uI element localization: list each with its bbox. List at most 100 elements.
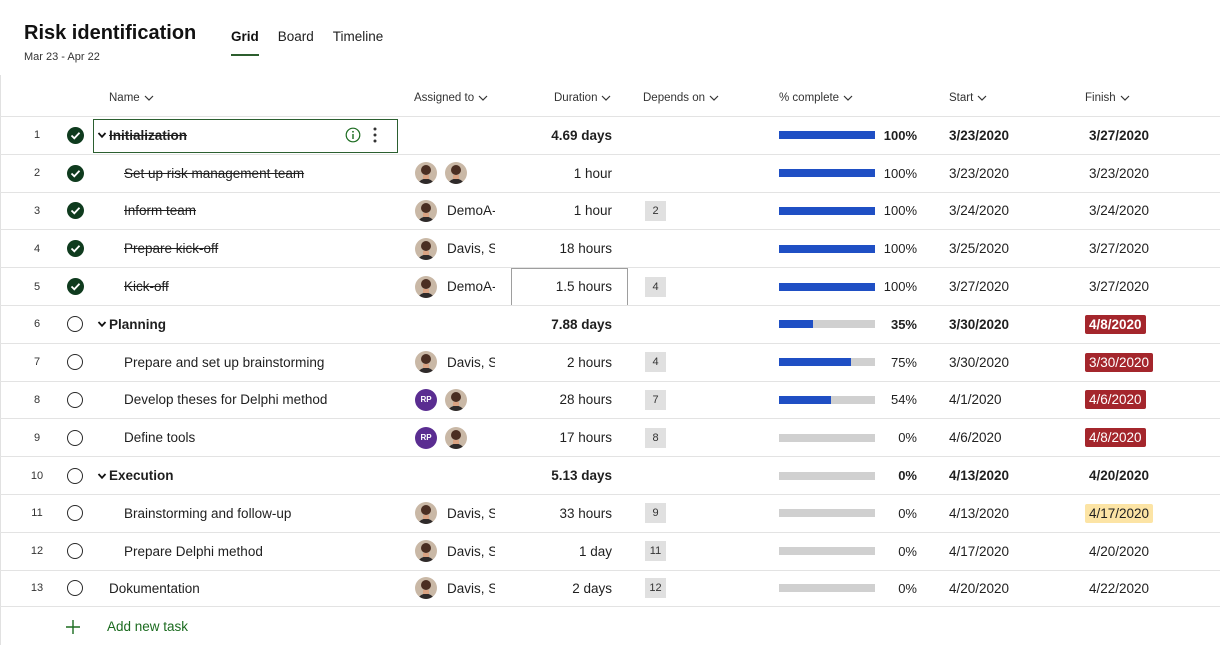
percent-complete[interactable]: 54% (779, 382, 919, 419)
complete-task-circle-icon[interactable] (67, 429, 83, 446)
task-name[interactable]: Prepare Delphi method (124, 533, 414, 570)
depends-on[interactable]: 9 (645, 495, 666, 532)
task-row[interactable]: 4 Prepare kick-off Davis, Sa 18 hours 100% 3/… (0, 229, 1220, 267)
duration[interactable]: 4.69 days (551, 127, 612, 143)
duration[interactable]: 28 hours (559, 392, 612, 408)
finish-date-cell[interactable]: 4/20/2020 (1085, 533, 1153, 570)
percent-complete[interactable]: 100% (779, 268, 919, 305)
task-name[interactable]: Develop theses for Delphi method (124, 382, 414, 419)
task-name[interactable]: Dokumentation (109, 571, 399, 607)
assignees[interactable] (415, 457, 510, 494)
depends-on[interactable]: 12 (645, 571, 666, 607)
collapse-chevron-icon[interactable] (97, 471, 107, 481)
task-row[interactable]: 2 Set up risk management team 1 hour 100% 3/… (0, 153, 1220, 192)
percent-complete[interactable]: 100% (779, 117, 919, 154)
assignees[interactable]: DemoA- (415, 268, 510, 305)
finish-date-cell[interactable]: 4/6/2020 (1085, 382, 1146, 419)
percent-complete[interactable]: 0% (779, 495, 919, 532)
task-row[interactable]: 8 Develop theses for Delphi method RP 28 ho… (0, 380, 1220, 419)
task-row[interactable]: 11 Brainstorming and follow-up Davis, Sa 33… (0, 493, 1220, 532)
percent-complete[interactable]: 100% (779, 155, 919, 192)
info-icon[interactable] (345, 127, 361, 143)
task-name[interactable]: Planning (97, 306, 387, 343)
finish-date-cell[interactable]: 4/17/2020 (1085, 495, 1154, 532)
complete-task-circle-icon[interactable] (67, 316, 83, 333)
percent-complete[interactable]: 100% (779, 230, 919, 267)
assignees[interactable] (415, 117, 510, 154)
start-date[interactable]: 3/30/2020 (949, 316, 1010, 332)
percent-complete[interactable]: 0% (779, 457, 919, 494)
task-name[interactable]: Prepare and set up brainstorming (124, 344, 414, 381)
assignees[interactable]: Davis, Sa (415, 495, 510, 532)
task-row[interactable]: 12 Prepare Delphi method Davis, Sa 1 day 11 0… (0, 531, 1220, 570)
duration[interactable]: 17 hours (559, 430, 612, 446)
percent-complete[interactable]: 0% (779, 571, 919, 607)
collapse-chevron-icon[interactable] (97, 319, 107, 329)
assignees[interactable]: Davis, Sa (415, 230, 510, 267)
start-date[interactable]: 4/17/2020 (949, 543, 1010, 559)
assignees[interactable] (415, 155, 510, 192)
start-date[interactable]: 3/25/2020 (949, 241, 1010, 257)
percent-complete[interactable]: 35% (779, 306, 919, 343)
complete-task-circle-icon[interactable] (67, 354, 83, 371)
finish-date-cell[interactable]: 3/27/2020 (1085, 117, 1153, 154)
duration-input[interactable] (511, 268, 628, 307)
assignees[interactable]: DemoA- (415, 193, 510, 230)
start-date[interactable]: 3/30/2020 (949, 354, 1010, 370)
start-date[interactable]: 4/20/2020 (949, 580, 1010, 596)
assignees[interactable]: Davis, Sa (415, 344, 510, 381)
finish-date-cell[interactable]: 4/8/2020 (1085, 306, 1146, 343)
assignees[interactable]: Davis, Sa (415, 571, 510, 607)
finish-date-cell[interactable]: 3/27/2020 (1085, 268, 1153, 305)
completed-checkmark-icon[interactable] (66, 240, 84, 258)
finish-date-cell[interactable]: 3/23/2020 (1085, 155, 1153, 192)
task-row[interactable]: 13 Dokumentation Davis, Sa 2 days 12 0% 4/20/2… (0, 569, 1220, 608)
task-name[interactable]: Execution (97, 457, 387, 494)
column-header-finish[interactable]: Finish (1085, 92, 1130, 104)
task-row[interactable]: 7 Prepare and set up brainstorming Davis, … (0, 342, 1220, 381)
tab-timeline[interactable]: Timeline (332, 29, 384, 44)
task-row[interactable]: 9 Define tools RP 17 hours 8 0% 4/6/2020 4/8/20… (0, 418, 1220, 456)
assignees[interactable]: RP (415, 382, 510, 419)
duration[interactable]: 2 hours (566, 354, 612, 370)
duration[interactable]: 1 hour (573, 165, 612, 181)
task-row[interactable]: 1 Initialization 4.69 days 100% 3/23/2020 3/2… (0, 116, 1220, 154)
assignees[interactable] (415, 306, 510, 343)
duration[interactable]: 1 hour (573, 203, 612, 219)
task-name[interactable]: Kick-off (124, 268, 414, 305)
finish-date-cell[interactable]: 3/24/2020 (1085, 193, 1153, 230)
start-date[interactable]: 3/27/2020 (949, 279, 1010, 295)
start-date[interactable]: 4/6/2020 (949, 430, 1002, 446)
finish-date-cell[interactable]: 3/27/2020 (1085, 230, 1153, 267)
duration[interactable]: 7.88 days (551, 316, 612, 332)
percent-complete[interactable]: 100% (779, 193, 919, 230)
duration[interactable]: 33 hours (559, 505, 612, 521)
finish-date-cell[interactable]: 4/20/2020 (1085, 457, 1153, 494)
start-date[interactable]: 3/23/2020 (949, 127, 1010, 143)
task-name[interactable]: Initialization (97, 117, 387, 154)
start-date[interactable]: 3/24/2020 (949, 203, 1010, 219)
depends-on[interactable]: 4 (645, 268, 666, 305)
task-row[interactable]: 10 Execution 5.13 days 0% 4/13/2020 4/20/2020 (0, 456, 1220, 494)
tab-board[interactable]: Board (277, 29, 314, 44)
start-date[interactable]: 4/1/2020 (949, 392, 1002, 408)
start-date[interactable]: 4/13/2020 (949, 505, 1010, 521)
task-name[interactable]: Brainstorming and follow-up (124, 495, 414, 532)
more-options-icon[interactable] (373, 127, 377, 143)
duration[interactable]: 5.13 days (551, 468, 612, 484)
completed-checkmark-icon[interactable] (66, 202, 84, 220)
percent-complete[interactable]: 0% (779, 533, 919, 570)
duration[interactable]: 1.5 hours (555, 279, 612, 295)
percent-complete[interactable]: 75% (779, 344, 919, 381)
finish-date-cell[interactable]: 3/30/2020 (1085, 344, 1154, 381)
collapse-chevron-icon[interactable] (97, 130, 107, 140)
column-header-complete[interactable]: % complete (779, 92, 853, 104)
depends-on[interactable]: 7 (645, 382, 666, 419)
completed-checkmark-icon[interactable] (66, 278, 84, 296)
depends-on[interactable]: 4 (645, 344, 666, 381)
column-header-assigned[interactable]: Assigned to (414, 92, 488, 104)
task-row[interactable]: 3 Inform team DemoA- 1 hour 2 100% 3/24/2020 3/… (0, 191, 1220, 230)
task-name[interactable]: Inform team (124, 193, 414, 230)
finish-date-cell[interactable]: 4/22/2020 (1085, 571, 1153, 607)
add-new-task-button[interactable]: Add new task (66, 619, 188, 634)
